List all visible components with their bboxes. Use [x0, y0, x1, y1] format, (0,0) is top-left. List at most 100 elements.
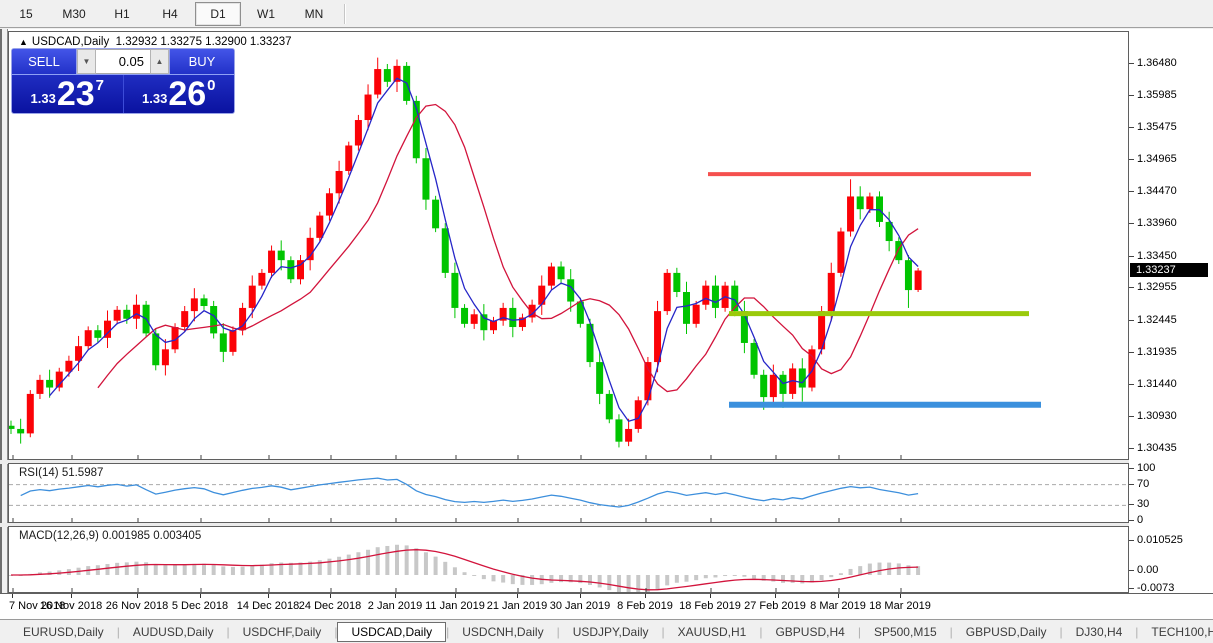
symbol-tab-audusd-daily[interactable]: AUDUSD,Daily: [132, 624, 214, 639]
symbol-tab-sp500-m15[interactable]: SP500,M15: [873, 624, 937, 639]
rsi-axis-label: 30: [1137, 498, 1150, 511]
timeframe-button-h4[interactable]: H4: [162, 6, 178, 21]
time-axis-label: 18 Feb 2019: [679, 600, 741, 612]
time-axis-tick: [268, 594, 269, 598]
slow-ma-line: [97, 103, 919, 393]
panel-splitter-2[interactable]: [0, 523, 1213, 527]
price-axis-label: 1.35475: [1137, 120, 1177, 133]
rsi-axis-label-tick: [1129, 483, 1134, 485]
tab-separator: |: [857, 624, 861, 639]
timeframe-button-w1[interactable]: W1: [257, 6, 275, 21]
sell-price-prefix: 1.33: [30, 91, 56, 106]
price-axis-label: 1.32445: [1137, 313, 1177, 326]
panel-splitter-1[interactable]: [0, 460, 1213, 464]
time-axis-tick: [645, 594, 646, 598]
symbol-tab-eurusd-daily[interactable]: EURUSD,Daily: [23, 624, 104, 639]
macd-signal-line: [11, 549, 919, 591]
macd-histogram: [9, 544, 921, 592]
chart-window: ▲ USDCAD,Daily 1.32932 1.33275 1.32900 1.…: [0, 29, 1213, 619]
rsi-label: RSI(14) 51.5987: [19, 467, 104, 479]
symbol-tab-usdcnh-daily[interactable]: USDCNH,Daily: [462, 624, 544, 639]
time-axis-label: 30 Jan 2019: [549, 600, 611, 612]
volume-increase-button[interactable]: ▲: [150, 49, 169, 74]
volume-decrease-button[interactable]: ▼: [77, 49, 96, 74]
sell-price-pips: 23: [56, 75, 95, 114]
rsi-axis-label-tick: [1129, 468, 1134, 469]
symbol-tab-gbpusd-h4[interactable]: GBPUSD,H4: [775, 624, 845, 639]
time-axis-label: 8 Mar 2019: [810, 600, 866, 612]
time-axis-tick: [200, 594, 201, 598]
price-axis-label: 1.30435: [1137, 442, 1177, 454]
price-axis[interactable]: 1.33237 1.36480 1.35985 1.35475 1.34965 1.34…: [1129, 29, 1213, 594]
time-axis-tick: [580, 594, 581, 598]
price-axis-label-tick: [1129, 159, 1134, 161]
time-axis-label: 5 Dec 2018: [171, 600, 229, 612]
buy-price-display[interactable]: 1.33 26 0: [124, 75, 235, 113]
tab-separator: |: [446, 624, 450, 639]
tab-separator: |: [556, 624, 560, 639]
sell-button[interactable]: SELL: [12, 49, 76, 74]
price-axis-label: 1.34470: [1137, 185, 1177, 197]
price-axis-label-tick: [1129, 352, 1134, 354]
time-axis[interactable]: 7 Nov 2018 16 Nov 2018 26 Nov 2018 5 Dec 20…: [0, 593, 1213, 619]
macd-axis-label-tick: [1129, 540, 1134, 541]
volume-input[interactable]: 0.05: [96, 49, 150, 74]
time-axis-label: 11 Jan 2019: [425, 600, 485, 612]
price-axis-label-tick: [1129, 94, 1134, 96]
fast-ma-line: [49, 77, 919, 423]
time-axis-label: 16 Nov 2018: [39, 600, 103, 612]
tab-separator: |: [661, 624, 665, 639]
price-axis-label-tick: [1129, 416, 1134, 418]
time-axis-label: 18 Mar 2019: [869, 600, 931, 612]
tab-separator: |: [1059, 624, 1063, 639]
buy-price-point: 0: [207, 77, 216, 94]
rsi-axis-label-tick: [1129, 504, 1134, 506]
symbol-tab-bar: EURUSD,Daily | AUDUSD,Daily | USDCHF,Daily | U…: [0, 619, 1213, 643]
tab-separator: |: [226, 624, 230, 639]
timeframe-button-15[interactable]: 15: [19, 6, 33, 21]
price-axis-label: 1.33450: [1137, 249, 1177, 262]
candles-group: [9, 57, 922, 448]
price-axis-label-tick: [1129, 319, 1134, 321]
price-axis-label-tick: [1129, 287, 1134, 289]
price-axis-label-tick: [1129, 191, 1134, 192]
time-axis-tick: [330, 594, 331, 598]
sell-price-display[interactable]: 1.33 23 7: [12, 75, 124, 113]
time-axis-tick: [395, 594, 396, 598]
symbol-tab-tech100-h1[interactable]: TECH100,H1: [1151, 624, 1213, 639]
price-axis-label: 1.35985: [1137, 88, 1177, 101]
time-axis-tick: [12, 594, 13, 598]
timeframe-button-d1[interactable]: D1: [195, 1, 241, 26]
symbol-tab-usdcad-daily[interactable]: USDCAD,Daily: [337, 621, 447, 642]
time-axis-label: 24 Dec 2018: [298, 600, 362, 612]
sell-price-point: 7: [95, 77, 104, 94]
rsi-axis-label: 70: [1137, 477, 1150, 490]
symbol-tab-dj30-h4[interactable]: DJ30,H4: [1075, 624, 1123, 639]
one-click-trading-panel: SELL ▼ 0.05 ▲ BUY 1.33 23 7 1.33: [11, 48, 235, 114]
timeframe-button-m30[interactable]: M30: [62, 6, 86, 21]
time-axis-label: 7 Nov 2018: [9, 600, 66, 612]
price-chart-panel[interactable]: ▲ USDCAD,Daily 1.32932 1.33275 1.32900 1.…: [8, 31, 1129, 460]
collapse-arrow-icon[interactable]: ▲: [19, 37, 28, 47]
price-axis-label-tick: [1129, 448, 1134, 449]
price-axis-label: 1.32955: [1137, 281, 1177, 294]
timeframe-button-h1[interactable]: H1: [114, 6, 130, 21]
symbol-tab-usdjpy-daily[interactable]: USDJPY,Daily: [572, 624, 649, 639]
price-axis-label-tick: [1129, 383, 1134, 385]
rsi-axis-label: 0: [1137, 514, 1144, 526]
rsi-indicator-panel[interactable]: RSI(14) 51.5987: [8, 463, 1129, 523]
rsi-axis-label-tick: [1129, 520, 1134, 521]
time-axis-label: 21 Jan 2019: [486, 600, 548, 612]
symbol-tab-gbpusd-daily[interactable]: GBPUSD,Daily: [965, 624, 1047, 639]
candlestick-chart[interactable]: [9, 32, 1128, 459]
symbol-tab-usdchf-daily[interactable]: USDCHF,Daily: [242, 624, 322, 639]
rsi-chart: [9, 477, 1128, 522]
symbol-tab-xauusd-h1[interactable]: XAUUSD,H1: [677, 624, 747, 639]
tab-separator: |: [334, 624, 338, 639]
buy-button[interactable]: BUY: [170, 49, 234, 74]
timeframe-button-mn[interactable]: MN: [304, 6, 324, 21]
time-axis-label: 27 Feb 2019: [744, 600, 806, 612]
tab-separator: |: [116, 624, 120, 639]
chart-title: ▲ USDCAD,Daily 1.32932 1.33275 1.32900 1.…: [19, 36, 292, 48]
macd-indicator-panel[interactable]: MACD(12,26,9) 0.001985 0.003405: [8, 526, 1129, 593]
